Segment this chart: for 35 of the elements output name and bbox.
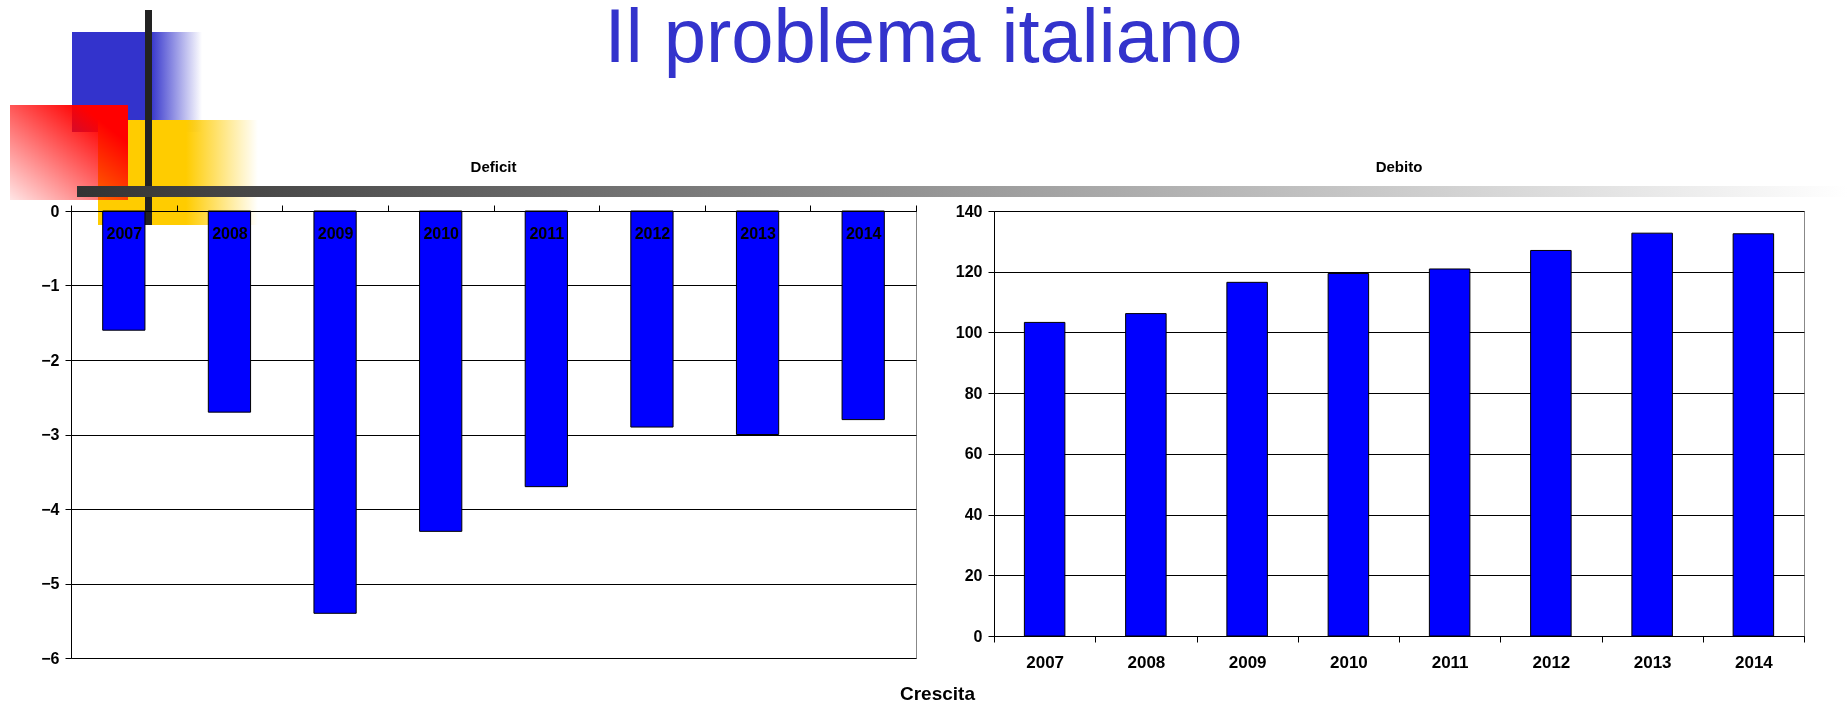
x-tick-label: 2008	[1127, 652, 1166, 672]
x-tick-label: 2010	[423, 224, 460, 242]
x-tick-label: 2008	[212, 224, 248, 242]
x-tick-label: 2007	[106, 224, 143, 242]
y-tick-label: 60	[964, 445, 983, 463]
x-tick-label: 2009	[317, 224, 354, 242]
chart-title: Debito	[1375, 158, 1423, 175]
x-tick-label: 2011	[529, 224, 565, 242]
x-tick-label: 2014	[1734, 652, 1774, 672]
y-tick-label: 20	[964, 566, 983, 584]
y-tick-label: 0	[973, 627, 983, 645]
x-tick-label: 2009	[1228, 652, 1267, 672]
text: Crescita	[900, 683, 975, 705]
y-tick-label: −6	[41, 649, 60, 667]
y-tick-label: −3	[41, 426, 60, 443]
y-tick-label: −4	[41, 500, 60, 518]
x-tick-label: 2013	[740, 224, 776, 242]
x-tick-label: 2012	[634, 224, 671, 242]
x-tick-label: 2010	[1329, 652, 1368, 672]
x-tick-label: 2007	[1026, 652, 1065, 672]
y-tick-label: −5	[41, 575, 60, 592]
y-tick-label: 0	[50, 202, 60, 220]
x-tick-label: 2011	[1431, 652, 1469, 672]
y-tick-label: 80	[964, 384, 983, 402]
y-tick-label: −1	[41, 277, 60, 294]
y-tick-label: 140	[955, 202, 983, 220]
x-tick-label: 2013	[1633, 652, 1672, 672]
y-tick-label: −2	[41, 351, 60, 369]
x-tick-label: 2014	[845, 224, 882, 242]
y-tick-label: 100	[955, 323, 983, 341]
y-tick-label: 40	[964, 506, 983, 524]
x-tick-label: 2012	[1532, 652, 1571, 672]
chart-title: Deficit	[470, 158, 517, 175]
y-tick-label: 120	[955, 263, 983, 281]
text: Il problema italiano	[603, 0, 1244, 79]
